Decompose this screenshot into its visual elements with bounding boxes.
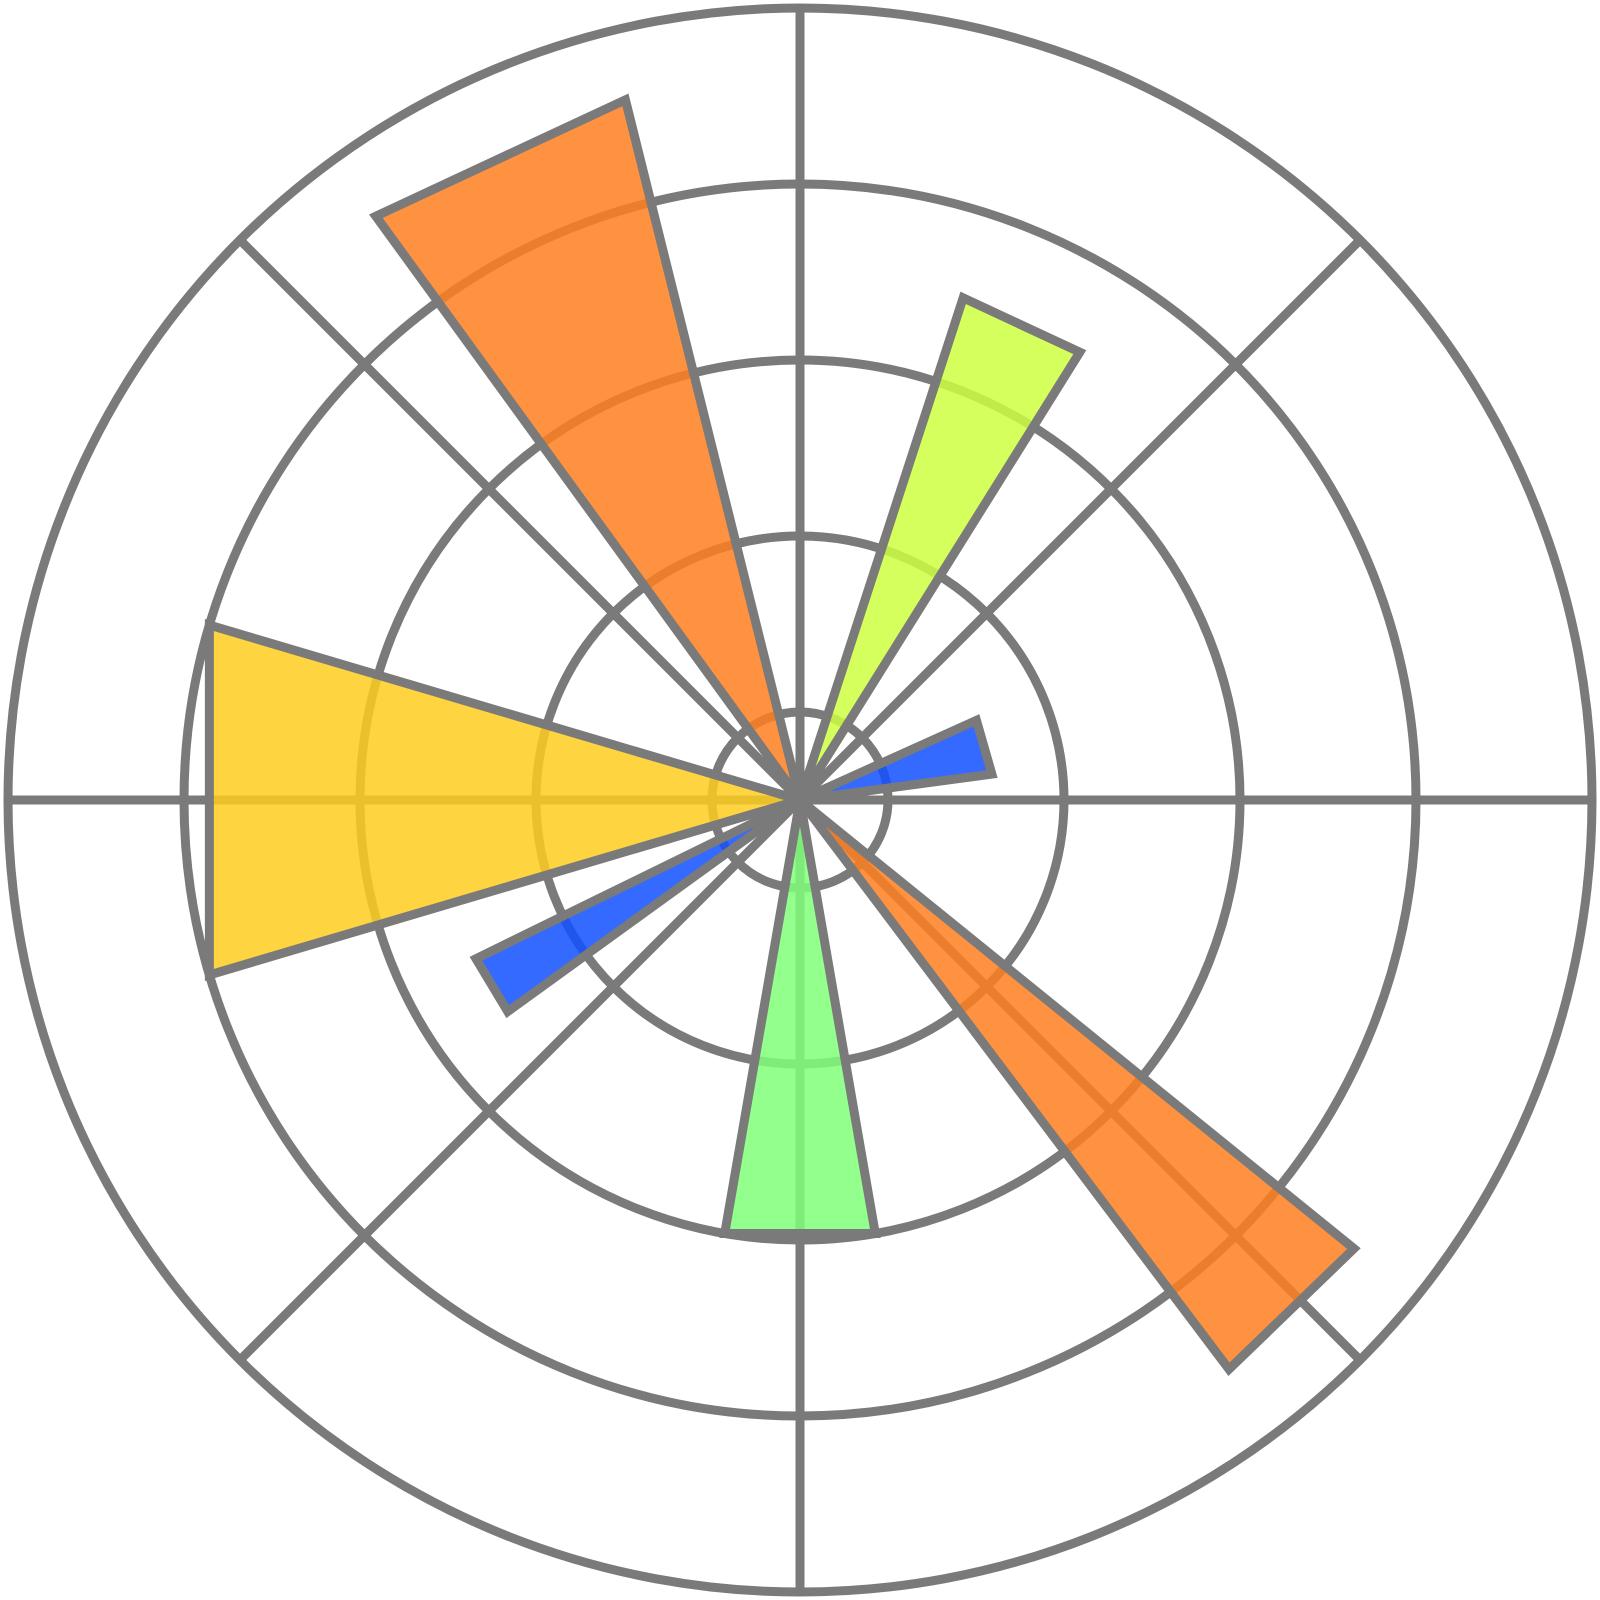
bar <box>469 795 803 1019</box>
bar <box>204 619 816 981</box>
bar <box>795 291 1087 803</box>
theta-grid-line <box>236 796 804 1364</box>
theta-grid-line <box>236 236 804 804</box>
bar <box>798 714 998 805</box>
outer-circle <box>3 3 1597 1597</box>
bar <box>369 93 805 803</box>
theta-grid-line <box>796 236 1364 804</box>
bar <box>719 799 881 1239</box>
bar <box>796 796 1361 1377</box>
